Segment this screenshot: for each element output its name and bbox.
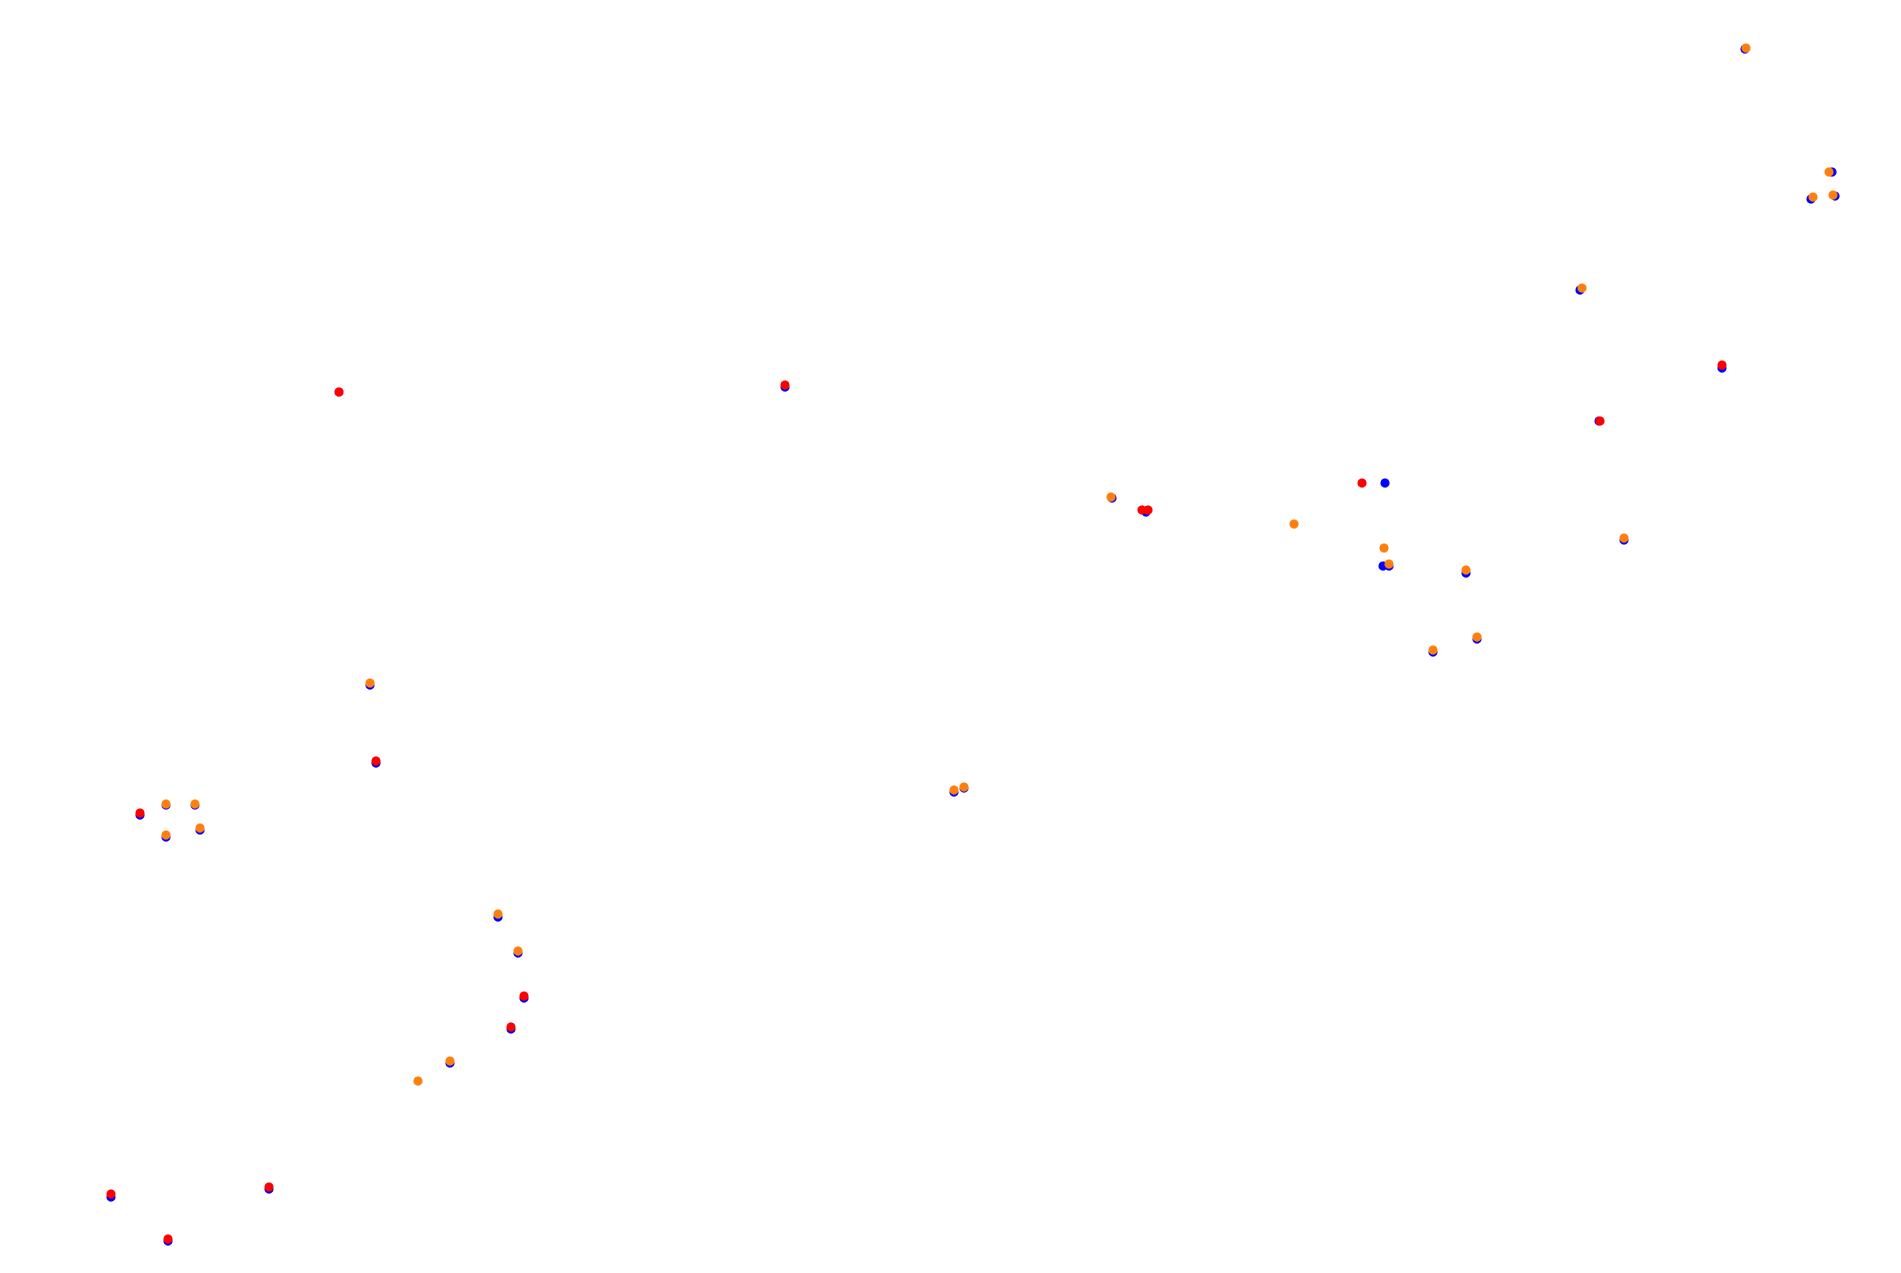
data-point-s3-6 <box>1106 492 1116 502</box>
data-point-s2-4 <box>1143 505 1153 515</box>
data-point-s2-11 <box>506 1022 516 1032</box>
data-point-s3-1 <box>1741 43 1751 53</box>
data-point-s2-8 <box>371 756 381 766</box>
data-point-s3-14 <box>365 678 375 688</box>
data-point-s2-14 <box>264 1182 274 1192</box>
data-point-s1-12 <box>1380 478 1390 488</box>
data-point-s3-15 <box>161 799 171 809</box>
data-point-s2-12 <box>106 1189 116 1199</box>
data-point-s3-20 <box>959 782 969 792</box>
data-point-s3-17 <box>161 830 171 840</box>
data-point-s2-13 <box>163 1234 173 1244</box>
data-point-s3-2 <box>1824 167 1834 177</box>
data-point-s2-5 <box>1357 478 1367 488</box>
series-3 <box>161 43 1838 1086</box>
data-point-s3-18 <box>195 823 205 833</box>
data-point-s3-11 <box>1428 645 1438 655</box>
data-point-s2-6 <box>1595 416 1605 426</box>
data-point-s3-8 <box>1379 543 1389 553</box>
data-point-s3-16 <box>190 799 200 809</box>
data-point-s2-10 <box>519 991 529 1001</box>
data-point-s2-2 <box>780 380 790 390</box>
data-point-s2-1 <box>334 387 344 397</box>
series-2 <box>106 360 1727 1244</box>
data-point-s3-7 <box>1289 519 1299 529</box>
data-point-s3-21 <box>493 909 503 919</box>
data-point-s2-9 <box>135 808 145 818</box>
series-1 <box>106 44 1840 1246</box>
data-point-s3-10 <box>1461 565 1471 575</box>
data-point-s3-19 <box>949 785 959 795</box>
data-point-s3-23 <box>445 1056 455 1066</box>
data-point-s3-4 <box>1828 190 1838 200</box>
data-point-s3-12 <box>1472 632 1482 642</box>
data-point-s3-13 <box>1619 533 1629 543</box>
data-point-s3-24 <box>413 1076 423 1086</box>
data-point-s3-9 <box>1384 559 1394 569</box>
data-point-s3-22 <box>513 946 523 956</box>
data-point-s3-3 <box>1808 192 1818 202</box>
data-point-s2-7 <box>1717 360 1727 370</box>
data-point-s3-5 <box>1577 283 1587 293</box>
